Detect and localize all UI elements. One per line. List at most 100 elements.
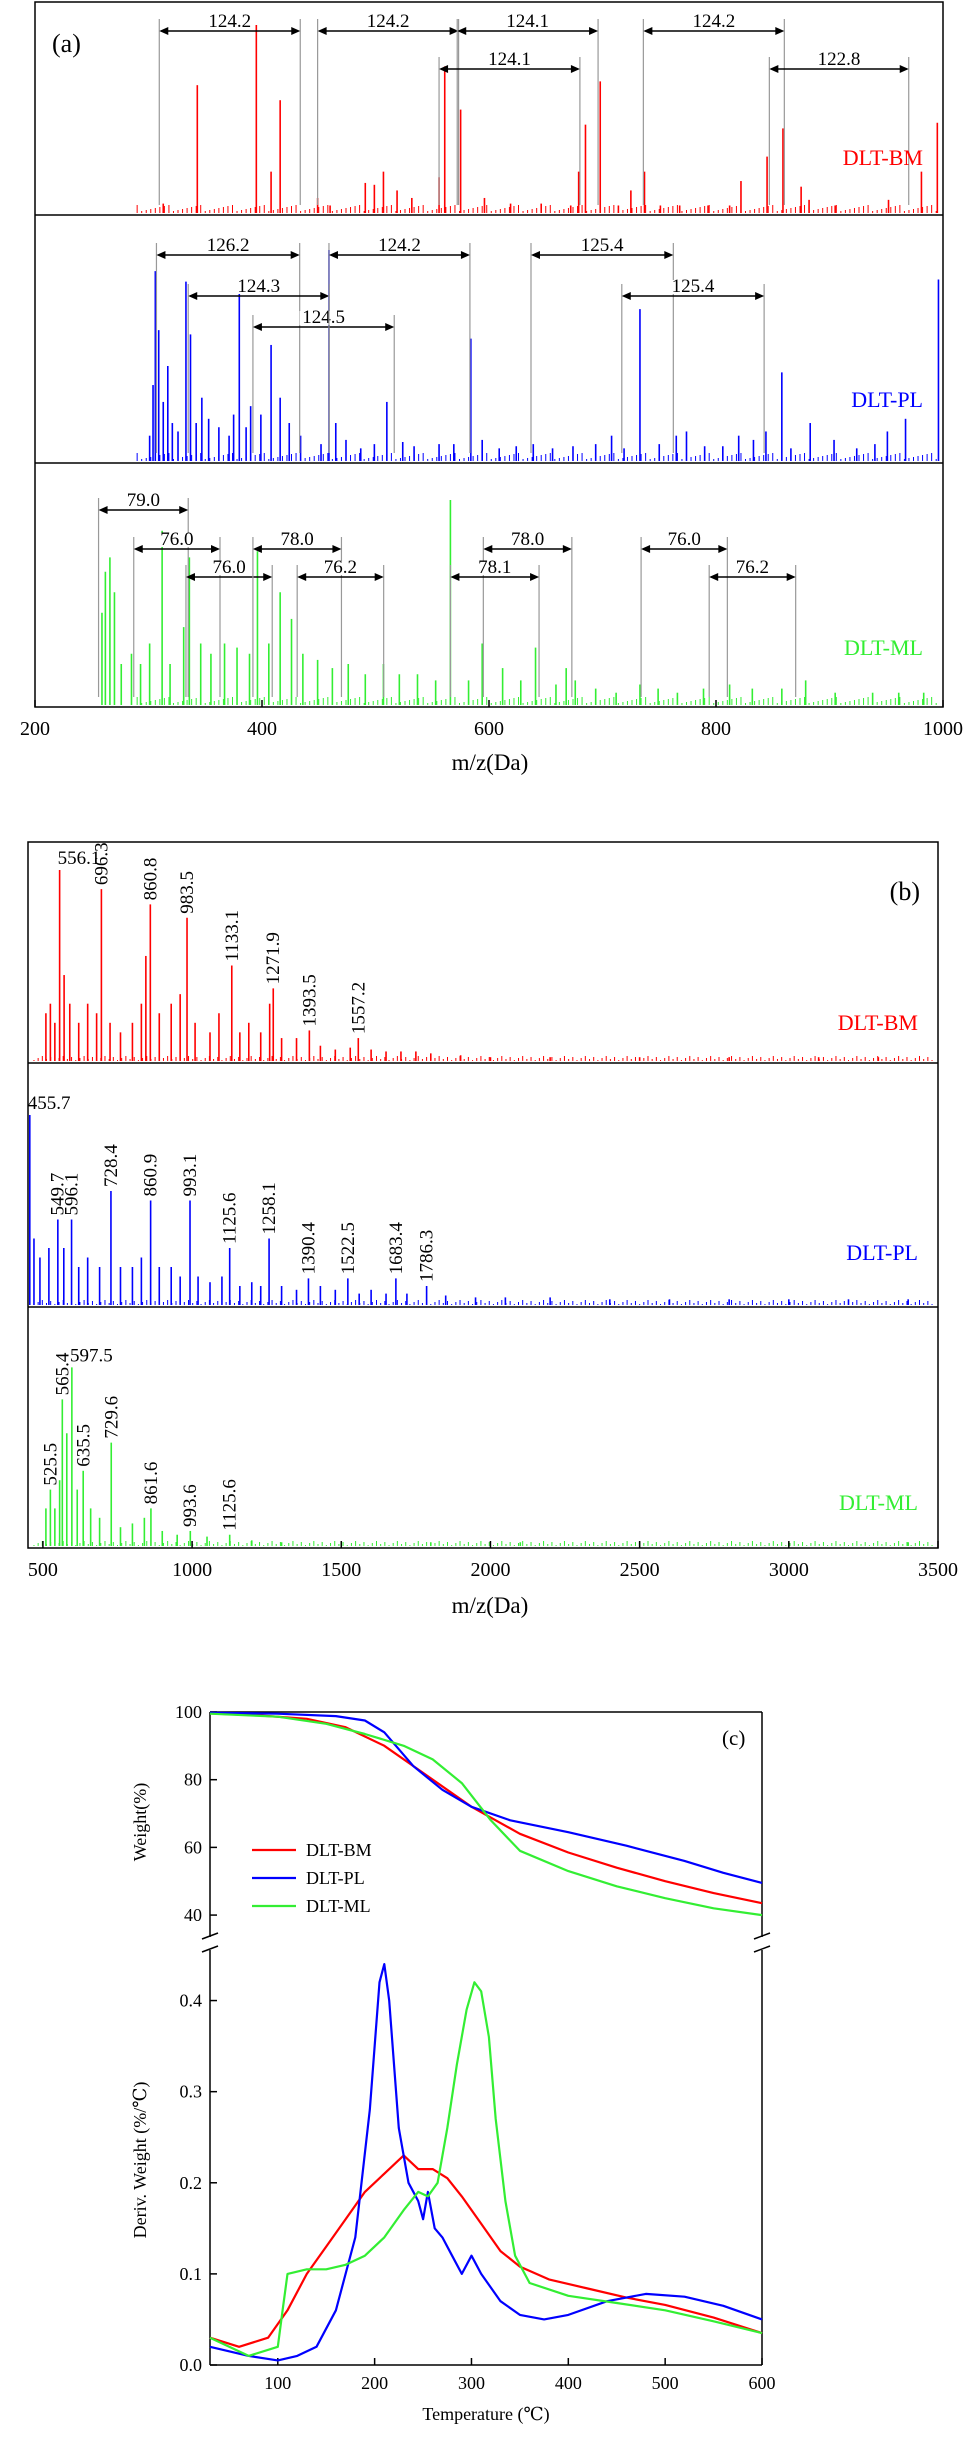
interval-label-bg: [728, 561, 777, 575]
peak-label: 1258.1: [259, 1182, 280, 1234]
arrow-head-left: [317, 27, 327, 35]
arrow-head-left: [297, 573, 307, 581]
peak-label: 1557.2: [348, 982, 369, 1034]
interval-label: 124.3: [237, 276, 280, 297]
legend-label: DLT-PL: [306, 1868, 365, 1888]
interval-label: 76.0: [668, 529, 701, 550]
interval-label: 124.1: [488, 49, 531, 70]
peak-label: 556.1: [58, 848, 101, 869]
legend-label: DLT-ML: [306, 1896, 371, 1916]
interval-label-bg: [503, 533, 552, 547]
x-axis-label: m/z(Da): [452, 1593, 529, 1618]
arrow-head-right: [899, 65, 909, 73]
x-tick-label: 1500: [321, 1559, 361, 1581]
plot-frame: [27, 841, 939, 1549]
arrow-head-left: [185, 573, 195, 581]
panel-label: (a): [52, 29, 81, 58]
panel-label: (c): [722, 1726, 745, 1750]
interval-label: 124.1: [506, 11, 549, 32]
interval-label: 78.0: [511, 529, 544, 550]
arrow-head-left: [457, 27, 467, 35]
arrow-head-right: [332, 545, 342, 553]
x-axis-label: m/z(Da): [452, 750, 529, 775]
panel-c: 40 60 80 100 0.0 0.1 0.2 0.3 0.4 100 200 300 400 500 6…: [130, 1702, 776, 2425]
arrow-head-right: [589, 27, 599, 35]
x-tick-label: 300: [458, 2373, 485, 2393]
interval-label-bg: [503, 15, 552, 29]
peak-label: 525.5: [41, 1443, 62, 1486]
x-tick-label: 2500: [620, 1559, 660, 1581]
x-tick-label: 800: [701, 718, 731, 740]
peak-label: 993.1: [180, 1154, 201, 1197]
x-tick-label: 500: [652, 2373, 679, 2393]
peak-label: 1522.5: [338, 1222, 359, 1274]
arrow-head-left: [188, 292, 198, 300]
interval-label: 76.2: [736, 557, 769, 578]
arrow-head-right: [385, 323, 395, 331]
arrow-head-left: [483, 545, 493, 553]
x-tick-label: 3500: [918, 1559, 958, 1581]
arrow-head-right: [718, 545, 728, 553]
peak-label: 1390.4: [299, 1222, 320, 1275]
y-tick-label: 0.2: [180, 2173, 203, 2193]
interval-label: 122.8: [818, 49, 861, 70]
series-label-dlt-bm: DLT-BM: [838, 1010, 918, 1035]
arrow-head-right: [179, 506, 189, 514]
arrow-head-right: [530, 573, 540, 581]
arrow-head-left: [641, 545, 651, 553]
x-tick-label: 3000: [769, 1559, 809, 1581]
interval-label-bg: [668, 280, 717, 294]
interval-label: 124.2: [692, 11, 735, 32]
axis-break-mark: [753, 1932, 771, 1940]
interval-label-bg: [119, 494, 168, 508]
arrow-head-left: [328, 251, 338, 259]
arrow-head-right: [755, 292, 765, 300]
interval-label-bg: [205, 561, 254, 575]
peak-label: 1125.6: [220, 1479, 241, 1531]
axis-break-mark: [201, 1945, 219, 1953]
interval-label-bg: [485, 53, 534, 67]
arrow-head-left: [98, 506, 108, 514]
panel-a: 124.2 124.2 124.1 124.1 124.2 122.8 DLT-BM 126.…: [20, 1, 963, 775]
x-tick-label: 1000: [923, 718, 963, 740]
interval-label-bg: [578, 239, 627, 253]
arrow-head-left: [621, 292, 631, 300]
peak-label: 1133.1: [222, 910, 243, 962]
arrow-head-right: [211, 545, 221, 553]
interval-label-bg: [375, 239, 424, 253]
peak-label: 983.5: [177, 871, 198, 914]
y-tick-label: 0.4: [180, 1991, 203, 2011]
interval-label-bg: [299, 311, 348, 325]
panel-label: (b): [890, 877, 920, 906]
x-tick-label: 600: [474, 718, 504, 740]
x-axis-label: Temperature (℃): [422, 2404, 549, 2425]
x-tick-label: 500: [28, 1559, 58, 1581]
arrow-head-left: [709, 573, 719, 581]
peak-label: 635.5: [73, 1424, 94, 1467]
arrow-head-left: [530, 251, 540, 259]
weight-curve-dlt-bm: [209, 1712, 763, 1905]
peak-label: 728.4: [101, 1144, 122, 1187]
arrow-head-right: [449, 27, 459, 35]
interval-label-bg: [234, 280, 283, 294]
peak-label: 1786.3: [417, 1230, 438, 1282]
interval-label: 125.4: [581, 235, 624, 256]
arrow-head-right: [374, 573, 384, 581]
weight-curve-dlt-ml: [209, 1712, 763, 1917]
arrow-head-left: [159, 27, 169, 35]
series-label-dlt-pl: DLT-PL: [851, 387, 923, 412]
x-tick-label: 1000: [172, 1559, 212, 1581]
arrow-head-right: [562, 545, 572, 553]
peak-label: 1683.4: [386, 1222, 407, 1275]
interval-label: 79.0: [127, 490, 160, 511]
series-label-dlt-ml: DLT-ML: [844, 635, 923, 660]
peak-label: 597.5: [70, 1345, 113, 1366]
y-axis-label-weight: Weight(%): [130, 1783, 151, 1862]
arrow-head-left: [252, 323, 262, 331]
y-tick-label: 0.3: [180, 2082, 203, 2102]
arrow-head-right: [320, 292, 330, 300]
y-tick-label: 0.0: [180, 2355, 203, 2375]
arrow-head-right: [570, 65, 580, 73]
